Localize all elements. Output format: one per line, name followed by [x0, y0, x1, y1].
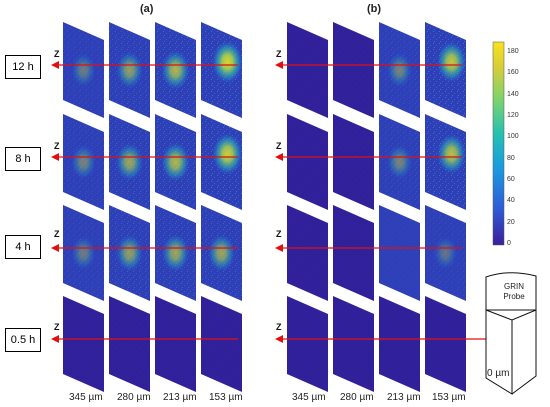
z-axis-label: Z	[276, 141, 282, 151]
grin-probe-diagram	[485, 272, 537, 395]
z-arrow-head	[275, 61, 283, 69]
z-arrow-head	[275, 335, 283, 343]
colorbar-tick: 160	[507, 69, 519, 76]
panel-label-b: (b)	[367, 3, 382, 15]
z-axis-label: Z	[54, 322, 60, 332]
slice-a-r2-c2	[155, 205, 196, 301]
time-label-12h: 12 h	[5, 55, 41, 79]
z-arrow-head	[275, 153, 283, 161]
colorbar-tick: 80	[507, 155, 515, 162]
colorbar-tick: 0	[507, 240, 511, 247]
slice-a-r2-c0	[63, 205, 104, 301]
slice-b-r0-c0	[287, 22, 328, 118]
depth-label-153-a: 153 µm	[209, 392, 243, 403]
slice-b-r0-c3	[425, 22, 467, 118]
depth-label-345-a: 345 µm	[69, 392, 103, 403]
z-arrow-head	[51, 244, 59, 252]
z-arrow-head	[51, 61, 59, 69]
slice-b-r1-c2	[379, 114, 420, 210]
z-arrow-head	[51, 153, 59, 161]
slice-b-r2-c1	[333, 205, 374, 301]
slice-b-r2-c0	[287, 205, 328, 301]
z-axis-label: Z	[276, 49, 282, 59]
depth-label-280-b: 280 µm	[340, 392, 374, 403]
slice-b-r1-c1	[333, 114, 374, 210]
probe-label-line2: Probe	[503, 292, 525, 301]
slice-a-r3-c1	[109, 296, 150, 392]
z-axis-label: Z	[54, 229, 60, 239]
slice-a-r1-c0	[63, 114, 104, 210]
probe-label-line1: GRIN	[504, 282, 524, 291]
slice-a-r2-c1	[109, 205, 150, 301]
probe-depth-label: 0 µm	[487, 368, 510, 379]
slice-a-r0-c0	[63, 22, 104, 118]
slice-a-r0-c3	[201, 22, 243, 118]
depth-label-213-a: 213 µm	[163, 392, 197, 403]
depth-label-153-b: 153 µm	[432, 392, 466, 403]
colorbar-tick: 60	[507, 176, 515, 183]
colorbar-tick: 100	[507, 133, 519, 140]
colorbar	[492, 41, 505, 246]
slice-b-r3-c0	[287, 296, 328, 392]
slice-b-r3-c3	[425, 296, 466, 392]
slice-a-r2-c3	[201, 205, 242, 301]
depth-label-345-b: 345 µm	[292, 392, 326, 403]
colorbar-tick: 180	[507, 48, 519, 55]
depth-label-213-b: 213 µm	[387, 392, 421, 403]
depth-label-280-a: 280 µm	[117, 392, 151, 403]
z-arrow-head	[275, 244, 283, 252]
slice-b-r0-c2	[379, 22, 420, 118]
slice-a-r3-c3	[201, 296, 242, 392]
slice-b-r2-c3	[425, 205, 466, 301]
slice-b-r1-c0	[287, 114, 328, 210]
z-axis-label: Z	[54, 141, 60, 151]
time-label-4h: 4 h	[5, 235, 41, 259]
colorbar-tick: 20	[507, 219, 515, 226]
colorbar-tick: 140	[507, 91, 519, 98]
slice-a-r1-c3	[201, 114, 243, 210]
slice-a-r0-c1	[109, 22, 150, 118]
colorbar-tick: 40	[507, 197, 515, 204]
z-axis-label: Z	[276, 322, 282, 332]
panel-label-a: (a)	[140, 3, 154, 15]
slice-a-r0-c2	[155, 22, 196, 118]
slice-a-r1-c2	[155, 114, 196, 210]
slice-a-r1-c1	[109, 114, 150, 210]
z-axis-label: Z	[276, 229, 282, 239]
z-axis-label: Z	[54, 49, 60, 59]
time-label-0-5h: 0.5 h	[5, 328, 41, 352]
slice-b-r2-c2	[379, 205, 420, 301]
z-arrow-head	[51, 335, 59, 343]
slice-b-r1-c3	[425, 114, 466, 210]
slice-a-r3-c2	[155, 296, 196, 392]
slice-a-r3-c0	[63, 296, 104, 392]
slice-b-r3-c2	[379, 296, 420, 392]
time-label-8h: 8 h	[5, 147, 41, 171]
slice-b-r3-c1	[333, 296, 374, 392]
colorbar-tick: 120	[507, 112, 519, 119]
slice-b-r0-c1	[333, 22, 374, 118]
